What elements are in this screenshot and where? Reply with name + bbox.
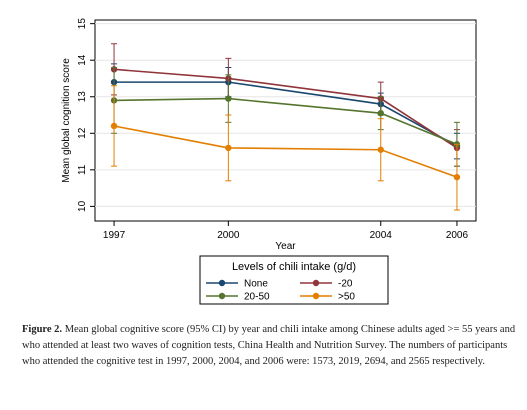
y-tick-label: 14 bbox=[77, 54, 88, 66]
legend-label: None bbox=[244, 279, 268, 290]
data-point bbox=[110, 122, 118, 130]
legend-title: Levels of chili intake (g/d) bbox=[232, 261, 356, 273]
y-tick-label: 15 bbox=[77, 18, 88, 30]
legend-swatch-point bbox=[218, 279, 226, 287]
y-tick-label: 10 bbox=[77, 200, 88, 212]
y-tick-label: 11 bbox=[77, 164, 88, 175]
legend-label: 20-50 bbox=[244, 292, 270, 303]
y-axis-label: Mean global cognition score bbox=[61, 58, 72, 183]
x-axis-label: Year bbox=[275, 241, 296, 252]
legend: Levels of chili intake (g/d) None -20 20-50… bbox=[199, 255, 389, 305]
data-point bbox=[377, 146, 384, 153]
x-tick-label: 2000 bbox=[217, 230, 240, 241]
series-line bbox=[114, 81, 458, 147]
series-line bbox=[114, 97, 458, 145]
x-tick-label: 2006 bbox=[446, 230, 469, 241]
plot-area bbox=[94, 19, 477, 222]
data-point bbox=[377, 109, 384, 117]
figure-caption-text: Mean global cognitive score (95% CI) by … bbox=[22, 324, 516, 367]
y-tick-label: 13 bbox=[77, 91, 88, 103]
x-tick-label: 2004 bbox=[370, 230, 393, 241]
data-point bbox=[453, 173, 461, 181]
legend-label: >50 bbox=[338, 292, 355, 303]
series-line bbox=[113, 68, 458, 149]
x-tick-label: 1997 bbox=[103, 230, 126, 241]
data-point bbox=[225, 95, 232, 102]
figure-caption: Figure 2. Mean global cognitive score (9… bbox=[22, 322, 516, 369]
series->50 bbox=[110, 85, 461, 211]
legend-swatch-point bbox=[218, 292, 226, 300]
legend-label: -20 bbox=[338, 279, 353, 290]
data-point bbox=[225, 144, 232, 152]
chart-svg: 10 11 12 13 14 15 1997 2000 2004 2006 Year Mean glo… bbox=[61, 18, 477, 305]
figure-label: Figure 2. bbox=[22, 324, 63, 335]
legend-swatch-point bbox=[312, 292, 320, 300]
legend-swatch-point bbox=[312, 279, 320, 287]
chart: 10 11 12 13 14 15 1997 2000 2004 2006 Year Mean glo… bbox=[61, 18, 477, 305]
series-line bbox=[113, 125, 458, 178]
y-tick-label: 12 bbox=[77, 127, 88, 139]
